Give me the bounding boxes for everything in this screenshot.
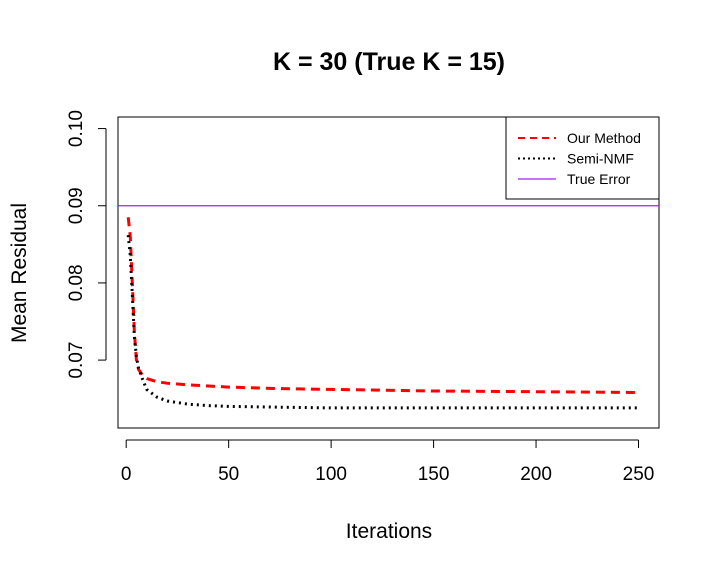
series-line-semi-nmf: [126, 234, 639, 410]
x-tick-label: 150: [418, 464, 450, 485]
y-tick-label: 0.08: [66, 264, 87, 301]
legend-entry: Semi-NMF: [567, 151, 634, 167]
legend-entry: True Error: [567, 171, 631, 187]
x-tick-label: 200: [520, 464, 552, 485]
x-tick-label: 100: [315, 464, 347, 485]
y-tick-label: 0.07: [66, 342, 87, 379]
x-axis-label: Iterations: [346, 520, 432, 543]
y-tick-label: 0.09: [66, 187, 87, 224]
y-axis-label: Mean Residual: [8, 203, 31, 343]
legend-entry: Our Method: [567, 130, 641, 146]
y-tick-label: 0.10: [66, 110, 87, 147]
legend-box: [505, 116, 660, 200]
plot-frame: [117, 116, 660, 429]
chart-title: K = 30 (True K = 15): [273, 48, 505, 76]
x-tick-label: 250: [623, 464, 655, 485]
x-tick-label: 50: [218, 464, 239, 485]
x-tick-label: 0: [121, 464, 132, 485]
series-line-our-method: [126, 217, 639, 394]
